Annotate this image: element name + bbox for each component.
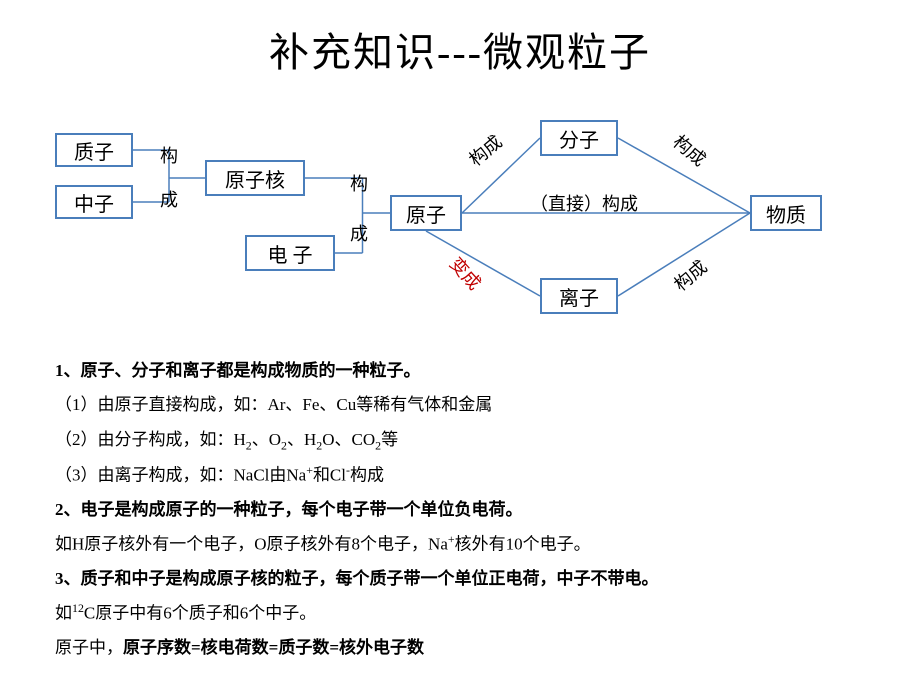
point-2: 2、电子是构成原子的一种粒子，每个电子带一个单位负电荷。: [55, 494, 875, 526]
edge-label-direct: （直接）构成: [530, 190, 638, 216]
node-matter: 物质: [750, 195, 822, 231]
edge-label-gou2: 构: [350, 170, 368, 196]
node-atom: 原子: [390, 195, 462, 231]
node-nucleus: 原子核: [205, 160, 305, 196]
point-4: 原子中，原子序数=核电荷数=质子数=核外电子数: [55, 632, 875, 664]
node-molecule: 分子: [540, 120, 618, 156]
point-1a: （1）由原子直接构成，如：Ar、Fe、Cu等稀有气体和金属: [55, 389, 875, 421]
point-1c: （3）由离子构成，如：NaCl由Na+和Cl-构成: [55, 459, 875, 492]
point-2a: 如H原子核外有一个电子，O原子核外有8个电子，Na+核外有10个电子。: [55, 528, 875, 561]
point-1: 1、原子、分子和离子都是构成物质的一种粒子。: [55, 355, 875, 387]
point-3: 3、质子和中子是构成原子核的粒子，每个质子带一个单位正电荷，中子不带电。: [55, 563, 875, 595]
node-electron: 电 子: [245, 235, 335, 271]
particle-diagram: 质子中子原子核电 子原子分子离子物质构成构成构成构成构成变成（直接）构成: [0, 90, 920, 340]
body-text: 1、原子、分子和离子都是构成物质的一种粒子。 （1）由原子直接构成，如：Ar、F…: [55, 355, 875, 666]
node-neutron: 中子: [55, 185, 133, 219]
point-1b: （2）由分子构成，如：H2、O2、H2O、CO2等: [55, 424, 875, 457]
point-3a: 如12C原子中有6个质子和6个中子。: [55, 597, 875, 630]
edge-label-cheng2: 成: [350, 220, 368, 246]
page-title: 补充知识---微观粒子: [0, 20, 920, 78]
edge-label-cheng1: 成: [160, 186, 178, 212]
node-proton: 质子: [55, 133, 133, 167]
node-ion: 离子: [540, 278, 618, 314]
edge-label-gou1: 构: [160, 142, 178, 168]
